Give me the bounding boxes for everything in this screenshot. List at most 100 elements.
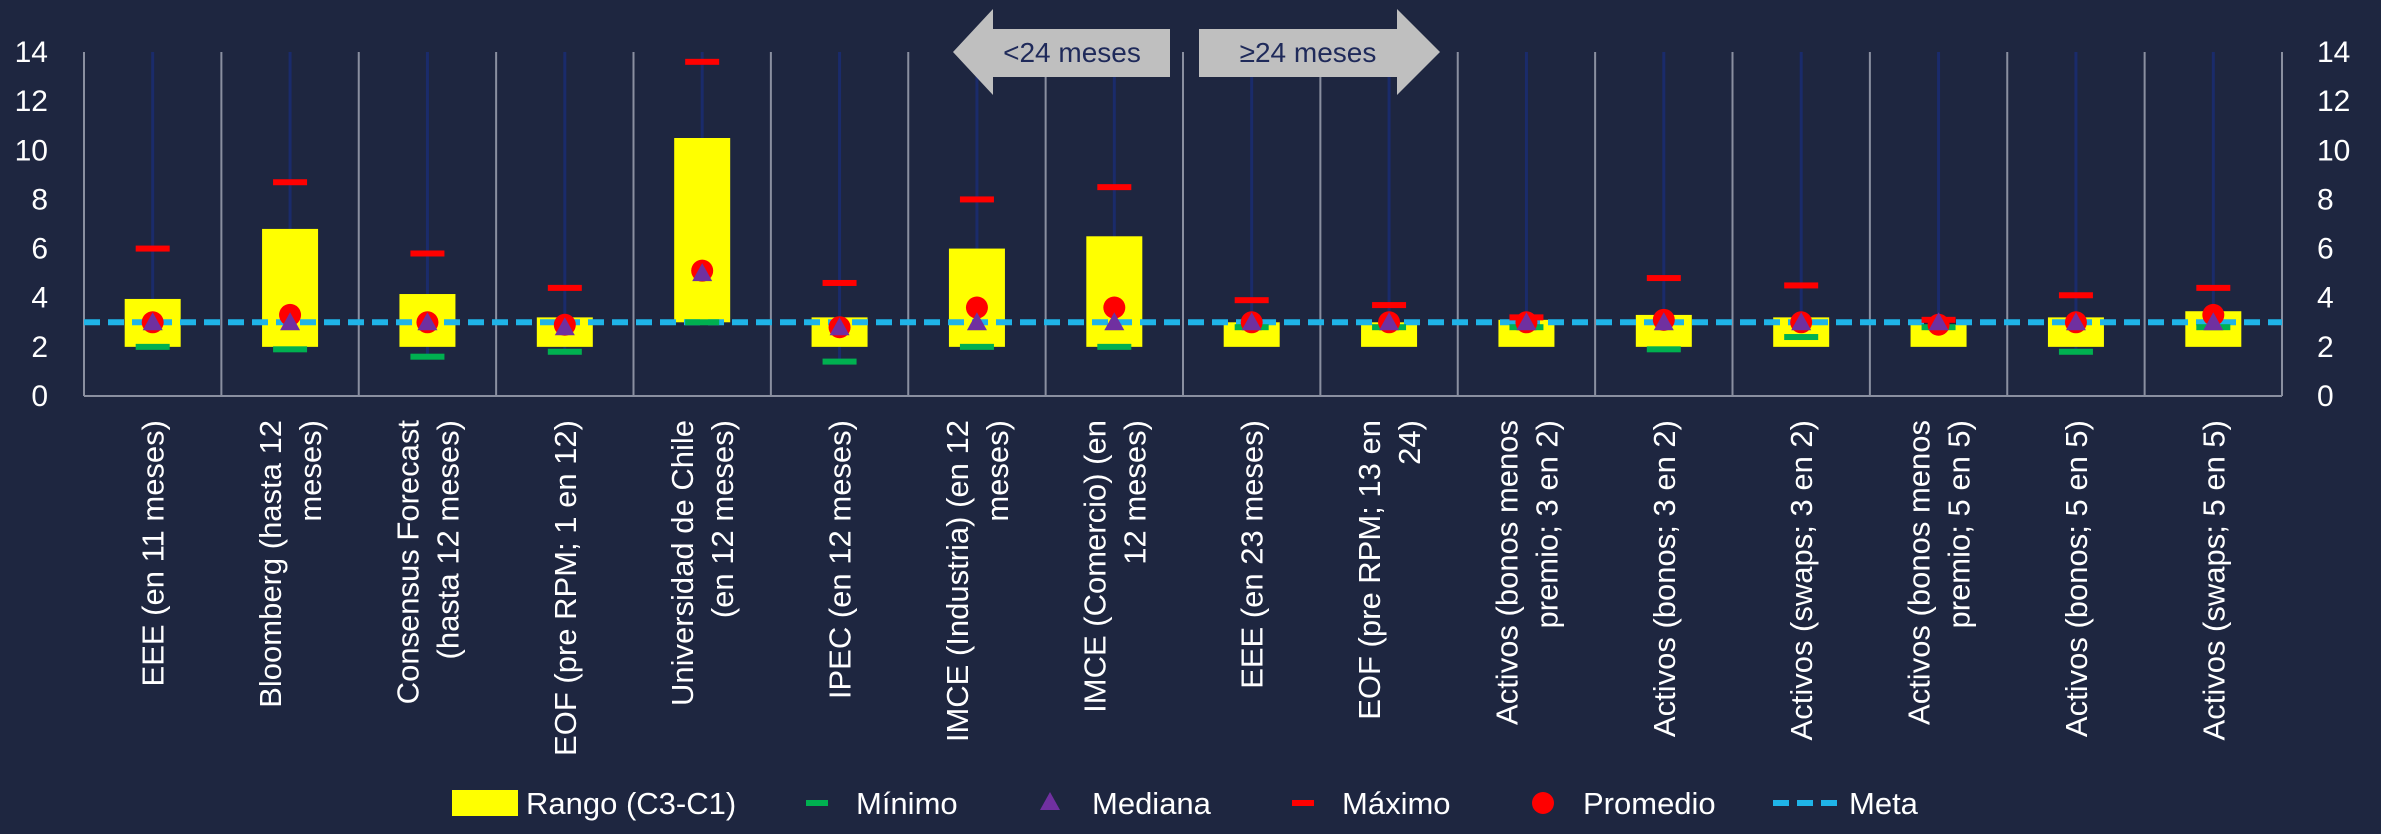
category-label-line: Activos (bonos menos xyxy=(1902,420,1937,725)
right-arrow-shape xyxy=(1199,9,1440,95)
median-marker xyxy=(280,312,301,331)
y-tick-right: 4 xyxy=(2317,282,2334,315)
category-label: IMCE (Industria) (en 12 meses) xyxy=(940,420,1015,742)
min-marker xyxy=(547,348,582,355)
median-marker xyxy=(1653,312,1674,331)
category-label: Activos (bonos; 3 en 2) xyxy=(1647,420,1682,737)
category-label: Activos (swaps; 5 en 5) xyxy=(2196,420,2231,740)
max-marker xyxy=(135,245,170,252)
max-marker xyxy=(685,58,720,65)
category-label-line: IPEC (en 12 meses) xyxy=(823,420,858,699)
y-tick-left: 8 xyxy=(31,183,48,216)
legend-swatch-min xyxy=(806,800,828,806)
category-label-line: EEE (en 11 meses) xyxy=(136,420,171,686)
category-label: Consensus Forecast (hasta 12 meses) xyxy=(390,420,465,705)
right-arrow-label: ≥24 meses xyxy=(1240,37,1377,68)
category-label-line: IMCE (Industria) (en 12 xyxy=(940,420,975,742)
range-bar xyxy=(1910,324,1967,347)
category-label-line: premio; 3 en 2) xyxy=(1529,420,1564,629)
median-marker xyxy=(1104,312,1125,331)
min-marker xyxy=(2058,348,2093,355)
y-tick-right: 12 xyxy=(2317,85,2350,118)
legend-swatch-avg xyxy=(1532,792,1554,814)
legend-label: Mediana xyxy=(1092,786,1212,821)
max-marker xyxy=(273,179,308,186)
min-marker xyxy=(685,319,720,326)
legend-label: Máximo xyxy=(1342,786,1451,821)
min-marker xyxy=(1097,343,1132,350)
category-label-line: Activos (swaps; 3 en 2) xyxy=(1784,420,1819,740)
category-label-line: EOF (pre RPM; 1 en 12) xyxy=(548,420,583,756)
category-label-line: meses) xyxy=(293,420,328,522)
category-label-line: Bloomberg (hasta 12 xyxy=(253,420,288,708)
median-marker xyxy=(2203,312,2224,331)
category-label: Activos (bonos menos premio; 5 en 5) xyxy=(1902,420,1977,725)
median-marker xyxy=(1379,312,1400,331)
left-arrow-label: <24 meses xyxy=(1003,37,1141,68)
category-label: EEE (en 23 meses) xyxy=(1235,420,1270,689)
category-label: Activos (swaps; 3 en 2) xyxy=(1784,420,1819,740)
median-marker xyxy=(1241,312,1262,331)
category-label-line: (en 12 meses) xyxy=(705,420,740,618)
category-label-line: Activos (bonos menos xyxy=(1489,420,1524,725)
y-tick-left: 6 xyxy=(31,233,48,266)
category-label: Activos (bonos; 5 en 5) xyxy=(2059,420,2094,737)
y-tick-left: 2 xyxy=(31,331,48,364)
median-marker xyxy=(554,317,575,336)
avg-marker xyxy=(1103,296,1126,319)
legend-label: Mínimo xyxy=(856,786,958,821)
category-label-line: meses) xyxy=(980,420,1015,522)
category-label: EOF (pre RPM; 1 en 12) xyxy=(548,420,583,756)
y-tick-left: 12 xyxy=(15,85,48,118)
category-label-line: Activos (bonos; 5 en 5) xyxy=(2059,420,2094,737)
y-tick-right: 6 xyxy=(2317,233,2334,266)
category-label-line: Activos (swaps; 5 en 5) xyxy=(2196,420,2231,740)
category-label-line: EOF (pre RPM; 13 en xyxy=(1352,420,1387,720)
min-marker xyxy=(1784,334,1819,341)
legend-swatch-median xyxy=(1040,792,1060,810)
category-label: IPEC (en 12 meses) xyxy=(823,420,858,699)
legend-swatch-range xyxy=(452,790,518,816)
max-marker xyxy=(1646,275,1681,282)
max-marker xyxy=(1372,302,1407,309)
median-marker xyxy=(142,312,163,331)
min-marker xyxy=(410,353,445,360)
min-marker xyxy=(1646,346,1681,353)
category-label: EOF (pre RPM; 13 en 24) xyxy=(1352,420,1427,720)
median-marker xyxy=(829,317,850,336)
max-marker xyxy=(2058,292,2093,299)
max-marker xyxy=(410,250,445,257)
y-tick-left: 14 xyxy=(15,36,48,69)
left-arrow-shape xyxy=(953,9,1170,95)
y-tick-right: 14 xyxy=(2317,36,2350,69)
max-marker xyxy=(1784,282,1819,289)
max-marker xyxy=(547,284,582,291)
category-label: Universidad de Chile (en 12 meses) xyxy=(665,420,740,706)
category-label-line: EEE (en 23 meses) xyxy=(1235,420,1270,689)
legend-label: Rango (C3-C1) xyxy=(526,786,736,821)
legend-swatch-max xyxy=(1292,800,1314,806)
y-tick-right: 2 xyxy=(2317,331,2334,364)
max-marker xyxy=(1097,184,1132,191)
category-label-line: Activos (bonos; 3 en 2) xyxy=(1647,420,1682,737)
max-marker xyxy=(959,196,994,203)
category-label-line: 24) xyxy=(1392,420,1427,465)
category-label: Bloomberg (hasta 12 meses) xyxy=(253,420,328,708)
median-marker xyxy=(2065,312,2086,331)
category-label-line: (hasta 12 meses) xyxy=(430,420,465,660)
median-marker xyxy=(1928,312,1949,331)
y-tick-left: 0 xyxy=(31,380,48,413)
y-tick-right: 0 xyxy=(2317,380,2334,413)
min-marker xyxy=(135,343,170,350)
max-marker xyxy=(1234,297,1269,304)
y-tick-left: 10 xyxy=(15,134,48,167)
y-tick-left: 4 xyxy=(31,282,48,315)
legend-label: Meta xyxy=(1849,786,1919,821)
min-marker xyxy=(959,343,994,350)
category-label-line: Consensus Forecast xyxy=(390,420,425,705)
avg-marker xyxy=(965,296,988,319)
median-marker xyxy=(692,263,713,282)
max-marker xyxy=(822,279,857,286)
